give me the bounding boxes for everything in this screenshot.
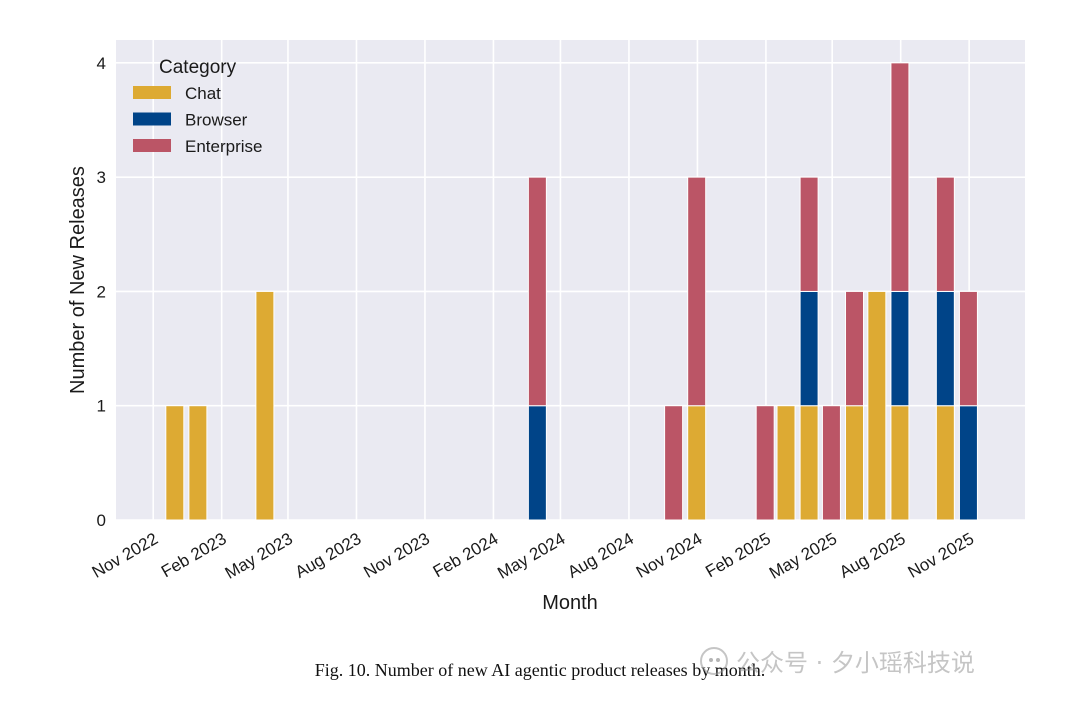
legend-label-browser: Browser xyxy=(185,111,248,130)
watermark: 公众号 · 夕小瑶科技说 xyxy=(700,643,975,678)
bar-enterprise xyxy=(890,62,910,292)
plot-area xyxy=(116,40,1025,520)
x-tick-label: Nov 2023 xyxy=(360,529,433,582)
x-tick-label: Feb 2023 xyxy=(158,529,230,581)
bar-chat xyxy=(188,405,208,521)
x-tick-label: May 2024 xyxy=(494,529,568,583)
bar-enterprise xyxy=(687,176,707,407)
bar-enterprise xyxy=(799,176,819,292)
bar-enterprise xyxy=(821,405,841,521)
legend-label-enterprise: Enterprise xyxy=(185,137,262,156)
y-tick-label: 4 xyxy=(97,54,106,73)
x-tick-label: Feb 2025 xyxy=(702,529,774,581)
legend-swatch-enterprise xyxy=(133,139,171,152)
bar-chat xyxy=(776,405,796,521)
y-tick-label: 1 xyxy=(97,397,106,416)
x-axis-label: Month xyxy=(542,592,598,614)
bar-chat xyxy=(687,405,707,521)
y-tick-label: 3 xyxy=(97,168,106,187)
x-tick-label: Feb 2024 xyxy=(430,529,502,581)
x-tick-label: Aug 2025 xyxy=(836,529,909,582)
figure-caption: Fig. 10. Number of new AI agentic produc… xyxy=(314,660,766,680)
bar-browser xyxy=(935,290,955,407)
legend-label-chat: Chat xyxy=(185,84,221,103)
bar-chat xyxy=(799,405,819,521)
bar-enterprise xyxy=(664,405,684,521)
x-tick-label: Nov 2022 xyxy=(89,529,162,582)
bar-chat xyxy=(255,290,275,521)
bar-enterprise xyxy=(958,290,978,407)
bar-browser xyxy=(958,405,978,521)
bar-enterprise xyxy=(755,405,775,521)
bar-enterprise xyxy=(845,290,865,407)
bar-browser xyxy=(799,290,819,407)
watermark-text: 公众号 · 夕小瑶科技说 xyxy=(736,649,975,677)
wechat-icon xyxy=(700,646,728,675)
bar-chat xyxy=(935,405,955,521)
x-tick-label: Aug 2024 xyxy=(564,529,637,582)
y-tick-label: 2 xyxy=(97,282,106,301)
bar-chat xyxy=(845,405,865,521)
y-tick-label: 0 xyxy=(97,511,106,530)
x-tick-label: Nov 2024 xyxy=(633,529,706,582)
x-tick-label: May 2023 xyxy=(222,529,296,583)
legend-items: Chat Browser Enterprise xyxy=(133,84,262,156)
bar-enterprise xyxy=(527,176,547,407)
legend-title: Category xyxy=(159,57,237,78)
legend: Category Chat Browser Enterprise xyxy=(133,57,262,156)
bar-enterprise xyxy=(935,176,955,292)
x-tick-label: Aug 2023 xyxy=(292,529,365,582)
bar-browser xyxy=(527,405,547,521)
y-axis-label: Number of New Releases xyxy=(67,166,89,394)
legend-swatch-browser xyxy=(133,112,171,126)
bar-browser xyxy=(890,290,910,407)
bar-chat xyxy=(867,290,887,521)
bar-chat xyxy=(165,405,185,521)
bar-chat xyxy=(890,405,910,521)
y-axis-ticks: 0 1 2 3 4 xyxy=(97,54,106,530)
bars xyxy=(165,62,978,521)
x-tick-label: Nov 2025 xyxy=(905,529,978,582)
legend-swatch-chat xyxy=(133,86,171,99)
x-tick-label: May 2025 xyxy=(766,529,840,583)
